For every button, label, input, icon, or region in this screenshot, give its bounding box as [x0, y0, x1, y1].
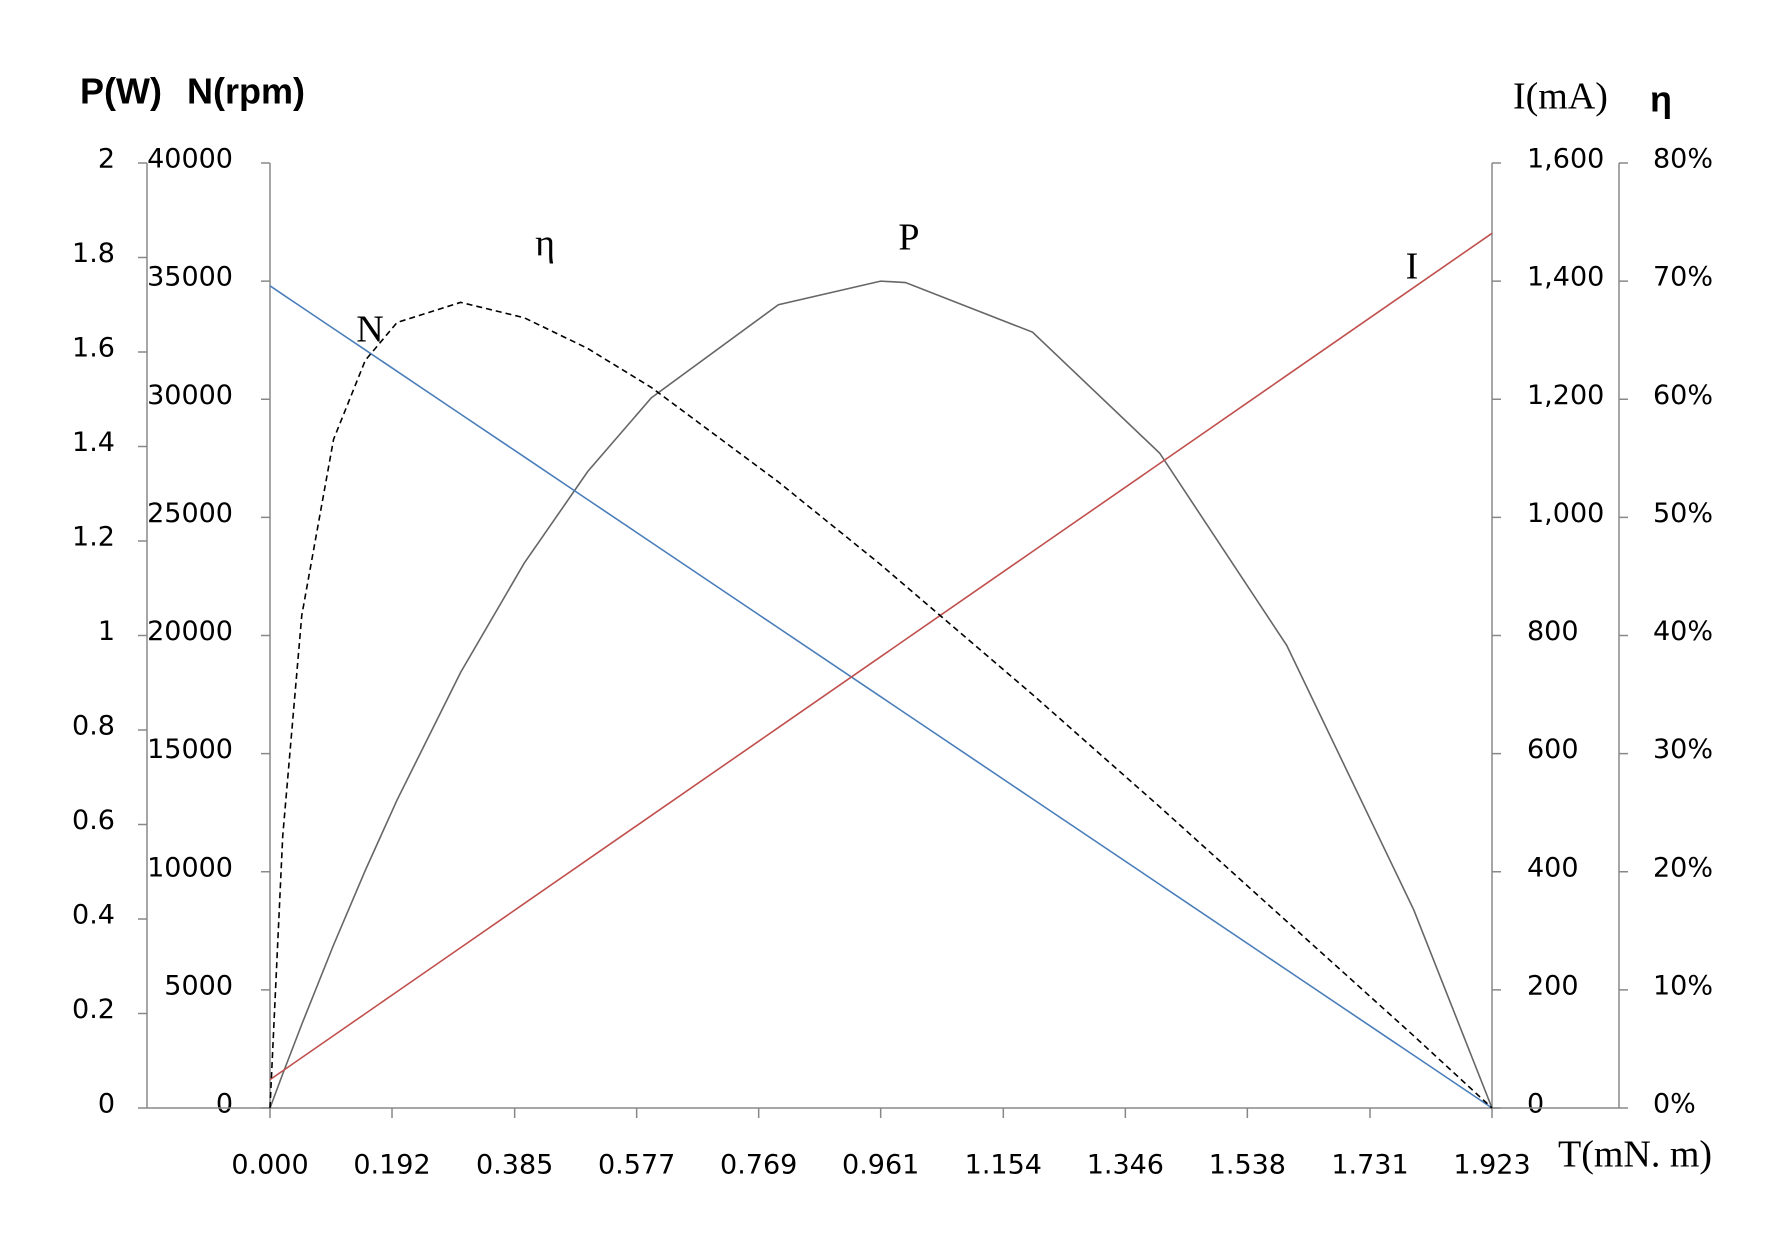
x-tick-label: 1.923 — [1453, 1150, 1530, 1181]
y3-tick-label: 600 — [1527, 734, 1579, 765]
y-tick-label: 0.2 — [72, 994, 115, 1025]
x-axis-title: T(mN. m) — [1558, 1134, 1712, 1176]
y-tick-label: 2 — [98, 144, 115, 175]
y-tick-label: 0.4 — [72, 900, 115, 931]
y2-tick-label: 15000 — [147, 734, 233, 765]
y4-tick-label: 0% — [1653, 1089, 1696, 1120]
y4-tick-label: 60% — [1653, 380, 1713, 411]
curve-label: I — [1406, 246, 1419, 288]
y3-tick-label: 0 — [1527, 1089, 1544, 1120]
x-tick-label: 0.769 — [720, 1150, 797, 1181]
y2-tick-label: 10000 — [147, 852, 233, 883]
y2-tick-label: 35000 — [147, 262, 233, 293]
y2-tick-label: 5000 — [164, 970, 233, 1001]
y3-tick-label: 400 — [1527, 852, 1579, 883]
x-tick-label: 1.346 — [1087, 1150, 1164, 1181]
x-tick-label: 0.577 — [598, 1150, 675, 1181]
y3-tick-label: 1,600 — [1527, 144, 1604, 175]
y-tick-label: 1 — [98, 616, 115, 647]
curve-label: N — [356, 309, 383, 351]
y-tick-label: 0.8 — [72, 711, 115, 742]
y3-tick-label: 1,400 — [1527, 262, 1604, 293]
x-tick-label: 0.385 — [476, 1150, 553, 1181]
series-line — [269, 232, 1493, 1081]
y4-tick-label: 70% — [1653, 262, 1713, 293]
y-axis-title: P(W) — [80, 71, 162, 112]
y3-tick-label: 200 — [1527, 970, 1579, 1001]
x-tick-label: 1.154 — [965, 1150, 1042, 1181]
y-tick-label: 0.6 — [72, 805, 115, 836]
y2-tick-label: 25000 — [147, 498, 233, 529]
y3-tick-label: 1,200 — [1527, 380, 1604, 411]
x-tick-label: 1.538 — [1209, 1150, 1286, 1181]
series-line — [269, 301, 1493, 1109]
y4-tick-label: 20% — [1653, 852, 1713, 883]
y2-tick-label: 0 — [216, 1089, 233, 1120]
y-tick-label: 1.6 — [72, 333, 115, 364]
y4-axis-title: η — [1650, 79, 1672, 120]
y4-tick-label: 10% — [1653, 970, 1713, 1001]
series-line — [269, 280, 1493, 1109]
y2-tick-label: 20000 — [147, 616, 233, 647]
y4-tick-label: 30% — [1653, 734, 1713, 765]
y3-tick-label: 1,000 — [1527, 498, 1604, 529]
curve-label: P — [898, 217, 919, 259]
y2-tick-label: 30000 — [147, 380, 233, 411]
y-tick-label: 0 — [98, 1089, 115, 1120]
y4-tick-label: 80% — [1653, 144, 1713, 175]
y4-tick-label: 40% — [1653, 616, 1713, 647]
y3-tick-label: 800 — [1527, 616, 1579, 647]
y4-tick-label: 50% — [1653, 498, 1713, 529]
x-tick-label: 0.192 — [353, 1150, 430, 1181]
x-tick-label: 0.000 — [231, 1150, 308, 1181]
x-tick-label: 1.731 — [1331, 1150, 1408, 1181]
curve-label: η — [535, 223, 555, 265]
y-tick-label: 1.8 — [72, 238, 115, 269]
y2-tick-label: 40000 — [147, 144, 233, 175]
y-tick-label: 1.2 — [72, 522, 115, 553]
y3-axis-title: I(mA) — [1513, 76, 1608, 118]
series-line — [269, 285, 1493, 1109]
x-tick-label: 0.961 — [842, 1150, 919, 1181]
y2-axis-title: N(rpm) — [187, 71, 305, 112]
y-tick-label: 1.4 — [72, 427, 115, 458]
